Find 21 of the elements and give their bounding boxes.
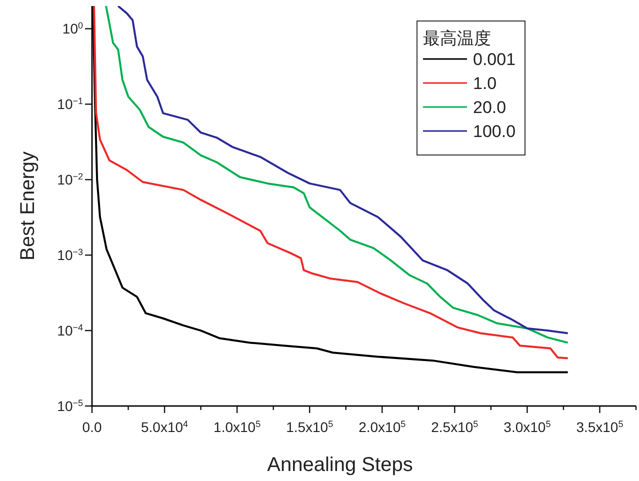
y-tick-label: 10$^{−4}$ [57, 322, 83, 339]
legend-label: 20.0 [473, 98, 506, 117]
legend-title: 最高温度 [423, 29, 491, 48]
x-tick-label: 2.0x10$^{5}$ [358, 419, 406, 435]
x-axis-title: Annealing Steps [267, 454, 413, 476]
x-tick-label: 0.0 [82, 419, 102, 435]
legend-label: 1.0 [473, 74, 497, 93]
y-tick-label: 10$^{0}$ [62, 20, 83, 37]
legend-label: 100.0 [473, 122, 516, 141]
y-axis-title: Best Energy [17, 152, 39, 260]
x-tick-label: 1.0x10$^{5}$ [214, 419, 261, 435]
x-tick-label: 3.5x10$^{5}$ [576, 419, 624, 435]
x-tick-label: 2.5x10$^{5}$ [431, 419, 478, 435]
y-tick-label: 10$^{−1}$ [57, 96, 83, 112]
x-tick-label: 1.5x10$^{5}$ [286, 419, 334, 435]
legend-label: 0.001 [473, 50, 516, 69]
x-tick-label: 3.0x10$^{5}$ [504, 419, 551, 435]
y-tick-label: 10$^{−3}$ [57, 247, 83, 264]
y-tick-label: 10$^{−2}$ [57, 172, 83, 188]
y-tick-label: 10$^{−5}$ [57, 398, 83, 414]
x-tick-label: 5.0x10$^{4}$ [141, 419, 188, 435]
